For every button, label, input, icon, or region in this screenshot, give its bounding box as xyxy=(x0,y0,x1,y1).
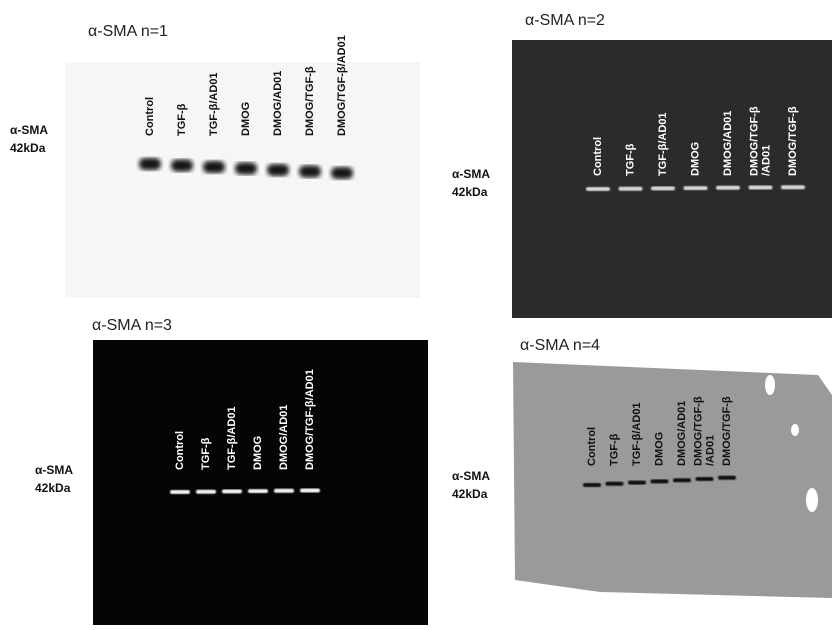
band xyxy=(300,489,320,493)
lane-label: DMOG/TGF-β/AD01 xyxy=(336,35,348,136)
lane-label: DMOG/AD01 xyxy=(676,401,688,466)
band xyxy=(139,158,161,170)
blot-spot xyxy=(806,488,818,512)
lane-label: TGF-β xyxy=(624,143,636,176)
band xyxy=(628,481,646,485)
marker-label: α-SMA xyxy=(10,123,48,137)
lane-label: DMOG/TGF-β/AD01 xyxy=(304,369,316,470)
lane-label: DMOG xyxy=(252,436,264,470)
lane-label: DMOG xyxy=(653,432,665,466)
lane-label: TGF-β xyxy=(200,437,212,470)
marker-label: 42kDa xyxy=(10,141,46,155)
band xyxy=(684,186,708,190)
lane-label: /AD01 xyxy=(704,435,716,466)
band xyxy=(749,186,773,190)
lane-label: Control xyxy=(592,137,604,176)
band xyxy=(331,167,353,179)
blot-4 xyxy=(513,362,832,598)
lane-label: DMOG/TGF-β xyxy=(721,396,733,466)
lane-label: Control xyxy=(586,427,598,466)
panel-title: α-SMA n=4 xyxy=(520,337,600,354)
marker-label: 42kDa xyxy=(452,487,488,501)
band xyxy=(171,160,193,172)
band xyxy=(583,483,601,487)
blot-spot xyxy=(765,375,775,395)
lane-label: DMOG/AD01 xyxy=(272,71,284,136)
lane-label: TGF-β/AD01 xyxy=(657,112,669,176)
blot-1 xyxy=(65,62,420,298)
lane-label: DMOG/TGF-β xyxy=(748,106,760,176)
band xyxy=(274,489,294,493)
band xyxy=(696,477,714,481)
lane-label: DMOG/TGF-β xyxy=(787,106,799,176)
marker-label: α-SMA xyxy=(452,469,490,483)
marker-label: α-SMA xyxy=(35,463,73,477)
band xyxy=(651,479,669,483)
lane-label: TGF-β/AD01 xyxy=(226,406,238,470)
band xyxy=(203,161,225,173)
page: α-SMA n=1 α-SMA 42kDa Control TGF-β TGF-β/AD0… xyxy=(0,0,832,630)
lane-label: DMOG/AD01 xyxy=(722,111,734,176)
band xyxy=(235,163,257,175)
blot-spot xyxy=(791,424,799,436)
band xyxy=(299,166,321,178)
band xyxy=(781,185,805,189)
lane-label: DMOG/AD01 xyxy=(278,405,290,470)
band xyxy=(606,482,624,486)
blot-2 xyxy=(512,40,832,318)
lane-label: Control xyxy=(144,97,156,136)
panel-title: α-SMA n=1 xyxy=(88,23,168,40)
lane-label: TGF-β xyxy=(608,433,620,466)
figure: α-SMA n=1 α-SMA 42kDa Control TGF-β TGF-β/AD0… xyxy=(0,0,832,630)
band xyxy=(716,186,740,190)
band xyxy=(718,476,736,480)
band xyxy=(619,187,643,191)
lane-label: DMOG xyxy=(689,142,701,176)
lane-label: TGF-β/AD01 xyxy=(631,402,643,466)
band xyxy=(196,490,216,494)
lane-label: DMOG/TGF-β xyxy=(692,396,704,466)
marker-label: 42kDa xyxy=(452,185,488,199)
panel-title: α-SMA n=3 xyxy=(92,317,172,334)
lane-label: TGF-β/AD01 xyxy=(208,72,220,136)
lane-label: DMOG/TGF-β xyxy=(304,66,316,136)
band xyxy=(170,490,190,494)
lane-label: TGF-β xyxy=(176,103,188,136)
marker-label: 42kDa xyxy=(35,481,71,495)
band xyxy=(222,489,242,493)
band xyxy=(586,187,610,191)
blot-3 xyxy=(93,340,428,625)
band xyxy=(673,478,691,482)
band xyxy=(651,186,675,190)
lane-label: DMOG xyxy=(240,102,252,136)
band xyxy=(248,489,268,493)
panel-title: α-SMA n=2 xyxy=(525,12,605,29)
marker-label: α-SMA xyxy=(452,167,490,181)
band xyxy=(267,164,289,176)
lane-label: /AD01 xyxy=(760,145,772,176)
lane-label: Control xyxy=(174,431,186,470)
